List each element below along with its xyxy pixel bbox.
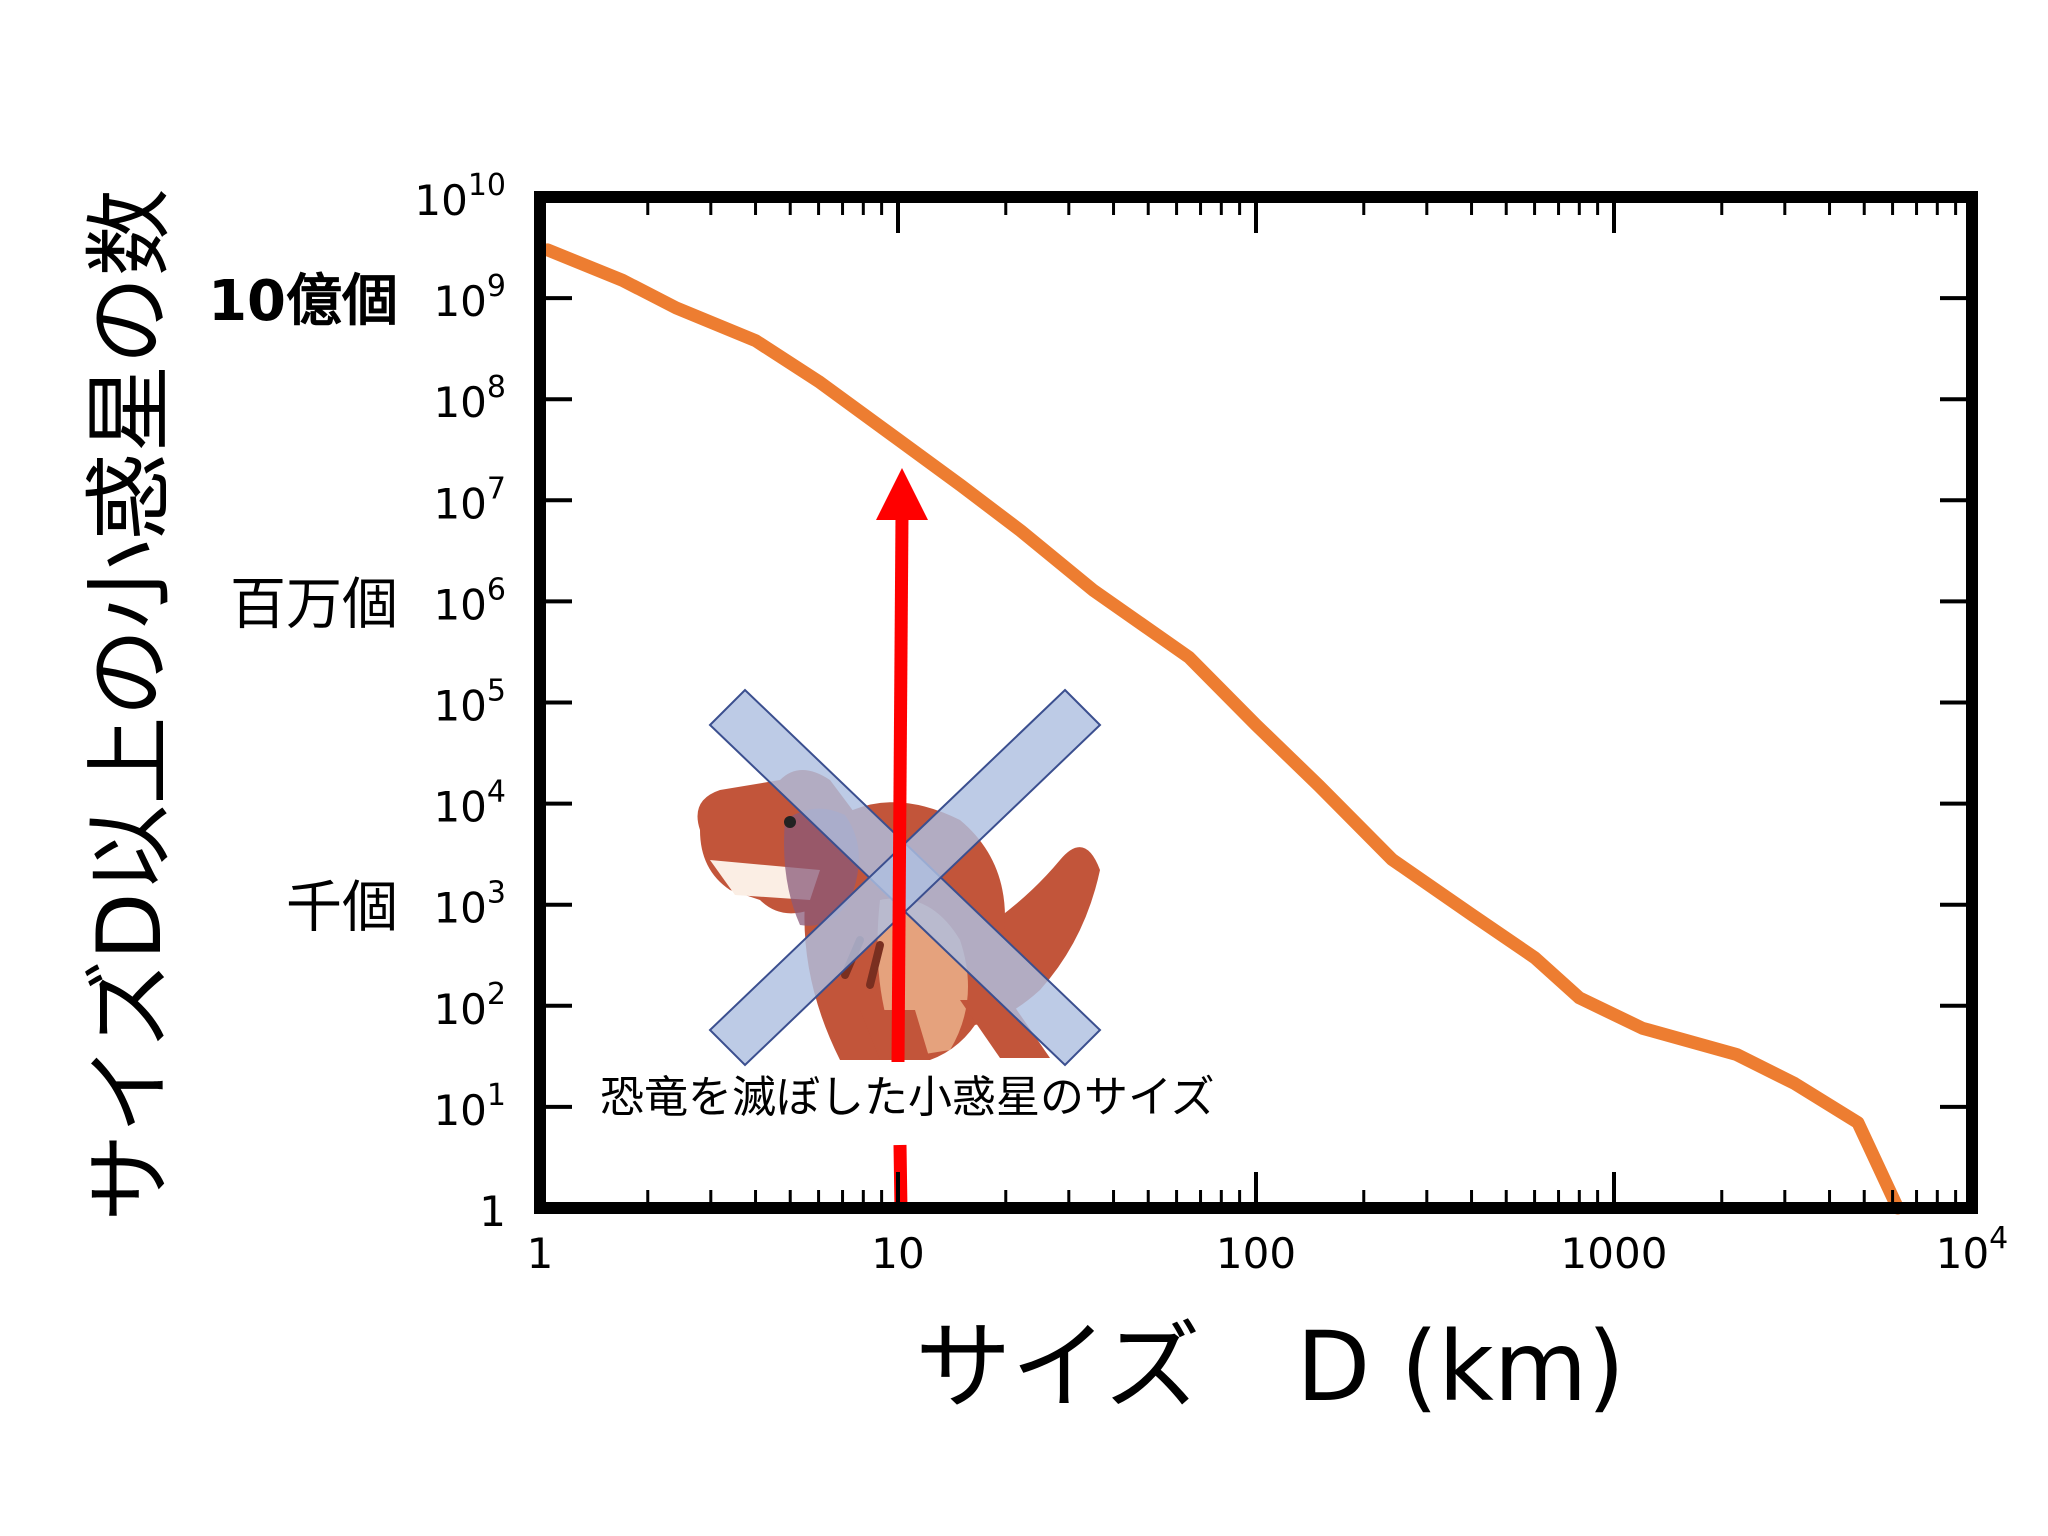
ticks (538, 195, 1974, 1210)
y-annotation-label: 百万個 (230, 572, 398, 637)
arrow (876, 468, 928, 1211)
y-tick-label: 108 (433, 370, 506, 427)
x-axis-label: サイズ D (km) (915, 1311, 1625, 1423)
y-tick-label: 1 (479, 1187, 506, 1236)
x-tick-label: 10 (871, 1229, 924, 1278)
x-tick-label: 100 (1216, 1229, 1296, 1278)
x-tick-label: 1000 (1561, 1229, 1668, 1278)
y-tick-label: 109 (433, 269, 506, 326)
y-annotation-label: 10億個 (208, 269, 398, 334)
arrow-head (876, 468, 928, 520)
x-tick-label: 1 (527, 1229, 554, 1278)
y-tick-label: 101 (433, 1078, 506, 1135)
y-annotation-label: 千個 (286, 876, 398, 941)
tick-labels: 1 10 100 1000 104 1 101 102 103 104 105 106 107 108 10… (208, 168, 2008, 1278)
arrow-shaft (891, 514, 909, 1063)
y-tick-label: 107 (433, 471, 506, 528)
y-tick-label: 104 (433, 775, 506, 832)
y-tick-label: 103 (433, 876, 506, 933)
x-tick-label: 104 (1936, 1221, 2009, 1278)
y-tick-label: 102 (433, 977, 506, 1034)
y-tick-label: 105 (433, 674, 506, 731)
series (541, 243, 1905, 1215)
series-line (541, 243, 1905, 1215)
y-tick-label: 106 (433, 572, 506, 629)
y-axis-label: サイズD以上の小惑星の数 (78, 188, 181, 1221)
annotation-text: 恐竜を滅ぼした小惑星のサイズ (600, 1072, 1215, 1123)
y-tick-label: 1010 (414, 168, 506, 225)
arrow-shaft-lower (893, 1144, 908, 1211)
